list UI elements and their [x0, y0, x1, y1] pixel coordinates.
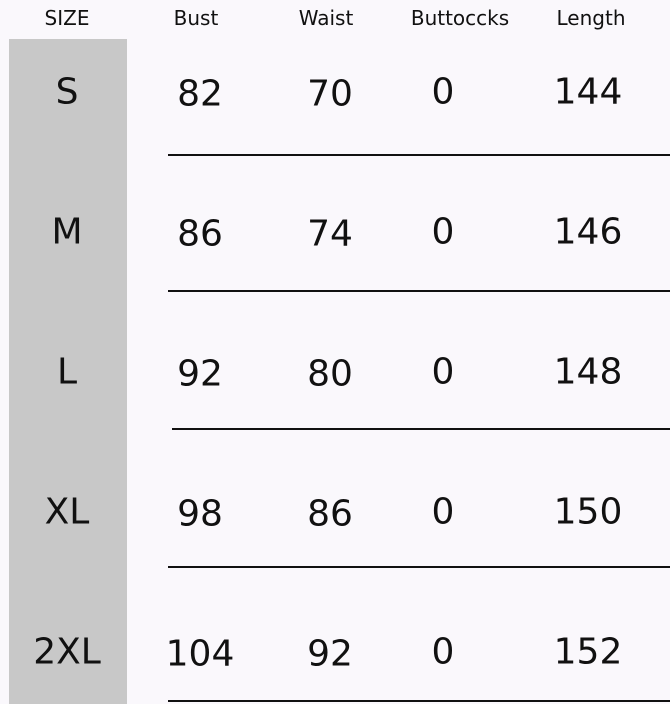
- cell-size: S: [55, 71, 79, 113]
- cell-buttocks: 0: [431, 211, 455, 253]
- cell-waist: 80: [307, 353, 353, 395]
- header-waist: Waist: [298, 6, 354, 30]
- cell-bust: 92: [177, 353, 223, 395]
- cell-bust: 82: [177, 73, 223, 115]
- header-bust: Bust: [173, 6, 219, 30]
- cell-waist: 74: [307, 213, 353, 255]
- cell-waist: 70: [307, 73, 353, 115]
- cell-bust: 98: [177, 493, 223, 535]
- header-size: SIZE: [44, 6, 90, 30]
- cell-buttocks: 0: [431, 491, 455, 533]
- cell-waist: 92: [307, 633, 353, 675]
- cell-size: M: [51, 211, 83, 253]
- cell-length: 144: [553, 71, 623, 113]
- row-divider: [168, 290, 670, 292]
- header-length: Length: [556, 6, 626, 30]
- size-column-background: [9, 39, 127, 704]
- row-divider: [168, 154, 670, 156]
- cell-buttocks: 0: [431, 71, 455, 113]
- cell-buttocks: 0: [431, 351, 455, 393]
- cell-bust: 86: [177, 213, 223, 255]
- cell-length: 146: [553, 211, 623, 253]
- cell-size: L: [56, 351, 78, 393]
- row-divider: [168, 700, 670, 702]
- cell-buttocks: 0: [431, 631, 455, 673]
- cell-length: 148: [553, 351, 623, 393]
- cell-size: 2XL: [33, 631, 101, 673]
- cell-waist: 86: [307, 493, 353, 535]
- row-divider: [168, 566, 670, 568]
- cell-length: 150: [553, 491, 623, 533]
- cell-size: XL: [44, 491, 90, 533]
- header-buttocks: Buttoccks: [410, 6, 510, 30]
- cell-bust: 104: [165, 633, 235, 675]
- cell-length: 152: [553, 631, 623, 673]
- row-divider: [172, 428, 670, 430]
